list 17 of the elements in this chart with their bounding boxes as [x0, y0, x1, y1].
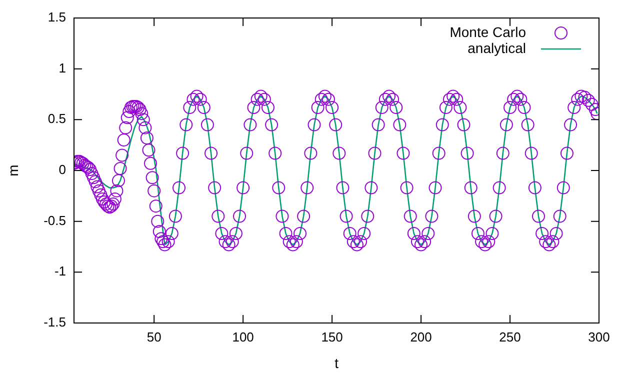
x-tick-label: 100	[232, 329, 254, 344]
y-tick-label: -1.5	[44, 314, 66, 330]
y-tick-label: 1.5	[48, 10, 66, 25]
y-tick-label: -1	[54, 264, 66, 279]
x-tick-label: 250	[499, 329, 521, 344]
y-tick-label: -0.5	[44, 212, 66, 228]
x-tick-label: 200	[410, 329, 432, 344]
legend-label: analytical	[468, 40, 526, 56]
y-tick-label: 1	[58, 60, 66, 76]
legend-label: Monte Carlo	[450, 24, 526, 40]
y-axis-title: m	[4, 164, 21, 176]
x-tick-label: 300	[588, 329, 610, 344]
y-tick-label: 0	[58, 162, 66, 178]
x-tick-label: 150	[321, 329, 343, 344]
x-tick-label: 50	[146, 329, 162, 344]
x-axis-title: t	[334, 354, 339, 371]
y-tick-label: 0.5	[48, 111, 66, 126]
